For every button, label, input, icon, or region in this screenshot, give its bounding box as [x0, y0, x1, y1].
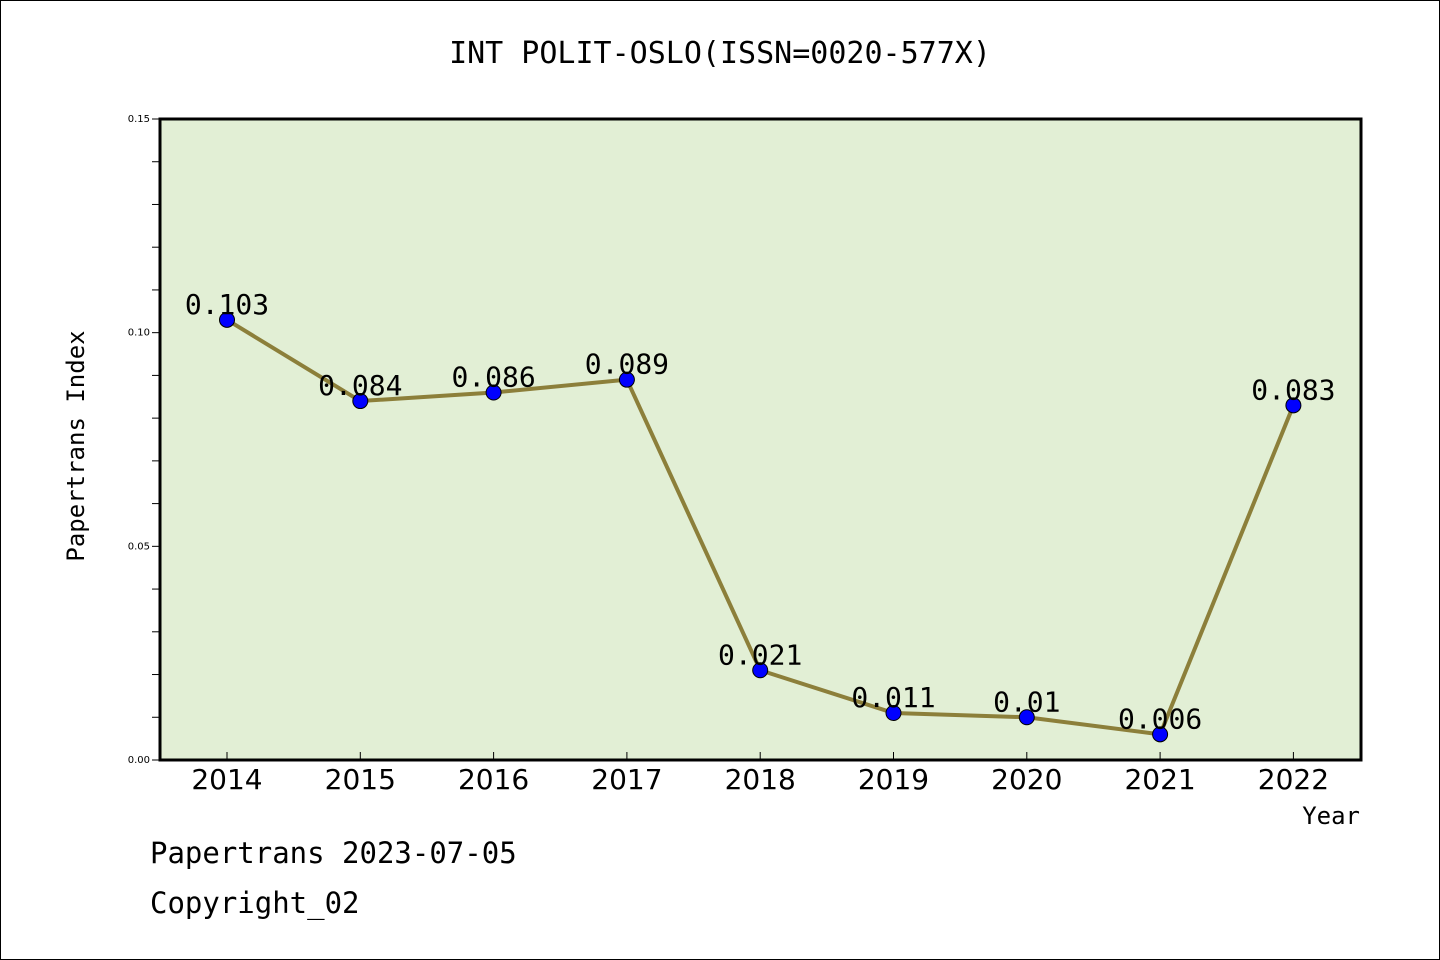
- x-tick-label: 2016: [458, 763, 529, 796]
- x-tick-label: 2019: [858, 763, 929, 796]
- data-label: 0.084: [318, 369, 402, 402]
- data-point: [219, 311, 235, 328]
- series-layer: 0.103 0.084 0.086 0.089 0.021 0.011 0.01 0.006 0…: [185, 288, 1336, 743]
- data-point: [1285, 397, 1302, 414]
- x-tick-label: 2020: [991, 763, 1062, 796]
- data-label: 0.083: [1251, 373, 1335, 406]
- data-point: [485, 384, 502, 401]
- footer-copyright: Copyright_02: [150, 886, 360, 920]
- data-point: [1018, 709, 1035, 726]
- chart-title: INT POLIT-OSLO(ISSN=0020-577X): [449, 36, 991, 71]
- footer-date: Papertrans 2023-07-05: [150, 836, 517, 870]
- y-tick-label: 0.15: [128, 114, 150, 125]
- data-label: 0.103: [185, 288, 269, 321]
- data-point: [752, 662, 769, 679]
- data-label: 0.01: [993, 685, 1060, 718]
- plot-border: [158, 117, 1363, 762]
- data-label: 0.011: [851, 681, 935, 714]
- x-tick-label: 2022: [1258, 763, 1329, 796]
- x-axis: 2014 2015 2016 2017 2018 2019 2020 2021 2022: [191, 752, 1329, 796]
- data-label: 0.089: [585, 348, 669, 381]
- x-tick-label: 2014: [191, 763, 262, 796]
- x-tick-label: 2018: [725, 763, 796, 796]
- y-tick-label: 0.00: [128, 755, 150, 766]
- data-label: 0.086: [451, 360, 535, 393]
- plot-area: [160, 119, 1361, 760]
- y-axis: 0.00 0.05 0.10 0.15: [128, 114, 160, 766]
- data-point: [352, 393, 369, 410]
- data-label: 0.021: [718, 638, 802, 671]
- x-tick-label: 2015: [325, 763, 396, 796]
- x-tick-label: 2017: [591, 763, 662, 796]
- data-point: [618, 371, 635, 388]
- data-point: [1152, 726, 1169, 743]
- data-point: [885, 704, 902, 721]
- x-tick-label: 2021: [1124, 763, 1195, 796]
- y-tick-label: 0.10: [128, 328, 150, 339]
- data-label: 0.006: [1118, 702, 1202, 735]
- x-axis-label: Year: [1302, 802, 1360, 830]
- y-tick-label: 0.05: [128, 541, 150, 552]
